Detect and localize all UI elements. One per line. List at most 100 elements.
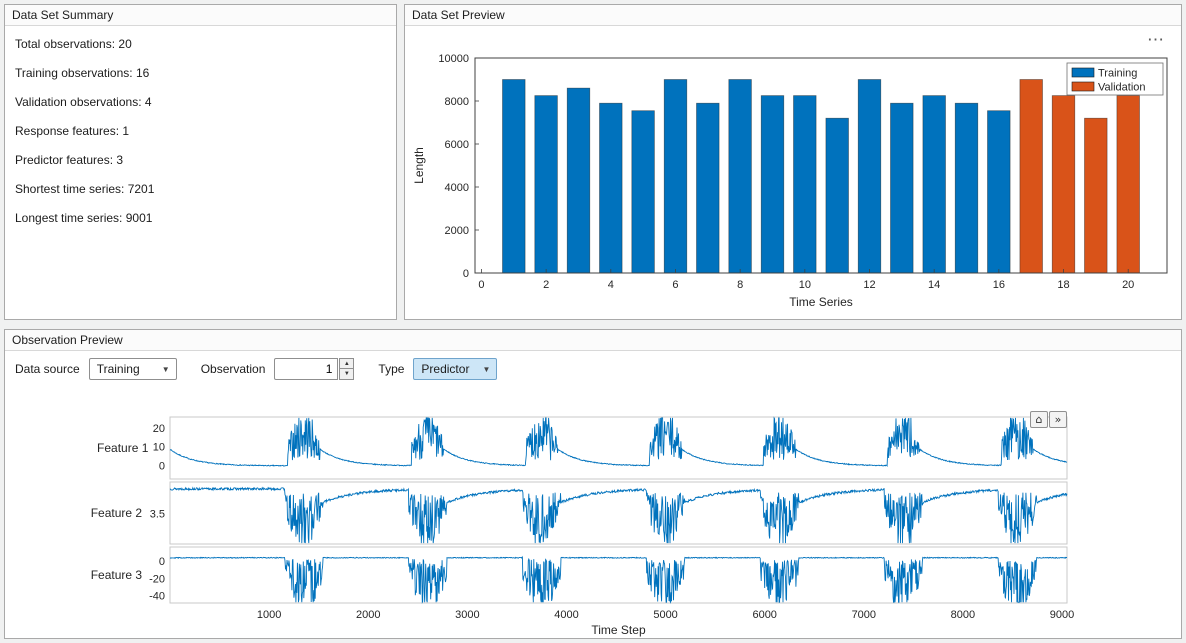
legend-label-training: Training [1098,68,1137,80]
preview-panel-header: Data Set Preview [405,5,1181,26]
type-dropdown[interactable]: Predictor ▼ [413,358,498,380]
bar-11 [825,117,849,274]
legend: Training Validation [1066,62,1164,96]
legend-swatch-training [1071,67,1095,78]
observation-panel-header: Observation Preview [5,330,1181,351]
svg-text:5000: 5000 [653,609,677,621]
feature-label-3: Feature 3 [91,568,143,582]
svg-text:4000: 4000 [554,609,578,621]
total-observations-text: Total observations: 20 [15,37,132,51]
svg-text:7000: 7000 [852,609,876,621]
svg-text:6000: 6000 [445,139,469,151]
bar-18 [1051,95,1076,274]
chevron-down-icon: ▼ [482,364,491,374]
bar-y-ticks: 0 2000 4000 6000 8000 10000 [438,53,479,280]
bar-9 [760,95,785,274]
length-bar-chart: 0 2 4 6 8 10 12 14 16 18 20 0 2000 4000 6000 8000 10000 T… [412,53,1168,309]
bar-12 [857,79,882,274]
svg-text:0: 0 [478,279,484,291]
svg-text:4000: 4000 [445,182,469,194]
expand-icon[interactable]: » [1049,411,1067,428]
axes-toolbar: ⌂ » [1029,411,1067,428]
bar-1 [502,79,526,274]
axes-box [474,57,1168,274]
bar-x-ticks: 0 2 4 6 8 10 12 14 16 18 20 [478,269,1134,291]
increment-icon[interactable]: ▲ [339,358,355,369]
bar-ylabel: Length [412,147,426,184]
type-label: Type [378,362,405,376]
bar-2 [534,95,558,274]
feature-label-1: Feature 1 [97,441,149,455]
data-set-summary-panel: Data Set Summary Total observations: 20 … [4,4,397,320]
subplot-feature-1: 0 10 20 Feature 1 [97,416,1068,480]
data-source-dropdown[interactable]: Training ▼ [88,358,177,380]
observation-stepper: ▲ ▼ [274,358,355,380]
legend-label-validation: Validation [1098,82,1146,94]
observation-label: Observation [200,362,266,376]
svg-text:1000: 1000 [257,609,281,621]
bar-6 [663,79,688,274]
svg-text:2000: 2000 [445,225,469,237]
svg-text:12: 12 [863,279,875,291]
svg-text:8000: 8000 [951,609,975,621]
svg-text:2000: 2000 [356,609,380,621]
type-value: Predictor [421,362,470,376]
svg-text:8: 8 [737,279,743,291]
data-source-label: Data source [15,362,80,376]
svg-text:9000: 9000 [1050,609,1074,621]
svg-text:6: 6 [672,279,678,291]
predictor-features-text: Predictor features: 3 [15,153,124,167]
feature-label-2: Feature 2 [91,506,143,520]
training-observations-text: Training observations: 16 [15,66,150,80]
svg-text:2: 2 [543,279,549,291]
validation-observations-text: Validation observations: 4 [15,95,152,109]
subplot-feature-3: -40 -20 0 Feature 3 [91,546,1068,604]
summary-panel-header: Data Set Summary [5,5,396,26]
svg-text:0: 0 [159,460,165,472]
overflow-menu-icon[interactable]: ⋯ [1147,30,1165,49]
summary-body: Total observations: 20 Training observat… [5,26,396,251]
svg-text:3.5: 3.5 [150,509,165,521]
bar-17 [1019,79,1043,274]
svg-text:-20: -20 [149,573,165,585]
svg-text:16: 16 [993,279,1005,291]
bar-19 [1084,117,1108,274]
preview-panel-title: Data Set Preview [412,8,505,22]
home-icon[interactable]: ⌂ [1030,411,1048,428]
longest-series-text: Longest time series: 9001 [15,211,153,225]
bar-7 [696,102,720,274]
stepper-buttons: ▲ ▼ [339,358,355,380]
shortest-series-text: Shortest time series: 7201 [15,182,155,196]
bar-14 [922,95,946,274]
svg-text:8000: 8000 [445,96,469,108]
decrement-icon[interactable]: ▼ [339,369,355,380]
bar-4 [599,102,623,274]
svg-text:18: 18 [1057,279,1069,291]
stack-xlabel: Time Step [591,623,646,637]
bar-8 [728,79,752,274]
svg-text:10: 10 [153,442,165,454]
svg-text:14: 14 [928,279,940,291]
subplot-feature-2: 3.5 Feature 2 [91,481,1068,545]
bar-20 [1116,95,1140,274]
preview-body: ⋯ 0 2 4 6 8 10 12 14 16 18 20 0 2000 4000 6000 8000 1000… [405,26,1181,319]
observation-body: Data source Training ▼ Observation ▲ ▼ T… [5,351,1181,639]
legend-swatch-validation [1071,81,1095,92]
svg-text:10000: 10000 [438,53,469,65]
bar-5 [631,110,655,274]
bar-16 [987,110,1011,274]
svg-text:-40: -40 [149,591,165,603]
observation-preview-panel: Observation Preview Data source Training… [4,329,1182,639]
observation-controls: Data source Training ▼ Observation ▲ ▼ T… [5,351,1181,387]
observation-input[interactable] [274,358,339,380]
bar-series [502,79,1140,274]
feature-signal-plots: 0 10 20 Feature 1 3.5 Feature 2 -40 -20 0 Feature… [91,416,1074,637]
bar-15 [954,102,979,274]
summary-panel-title: Data Set Summary [12,8,114,22]
data-set-preview-panel: Data Set Preview ⋯ 0 2 4 6 8 10 12 14 16 18 20 0 200… [404,4,1182,320]
svg-text:20: 20 [1122,279,1134,291]
svg-text:0: 0 [463,268,469,280]
svg-text:4: 4 [608,279,614,291]
svg-text:0: 0 [159,556,165,568]
